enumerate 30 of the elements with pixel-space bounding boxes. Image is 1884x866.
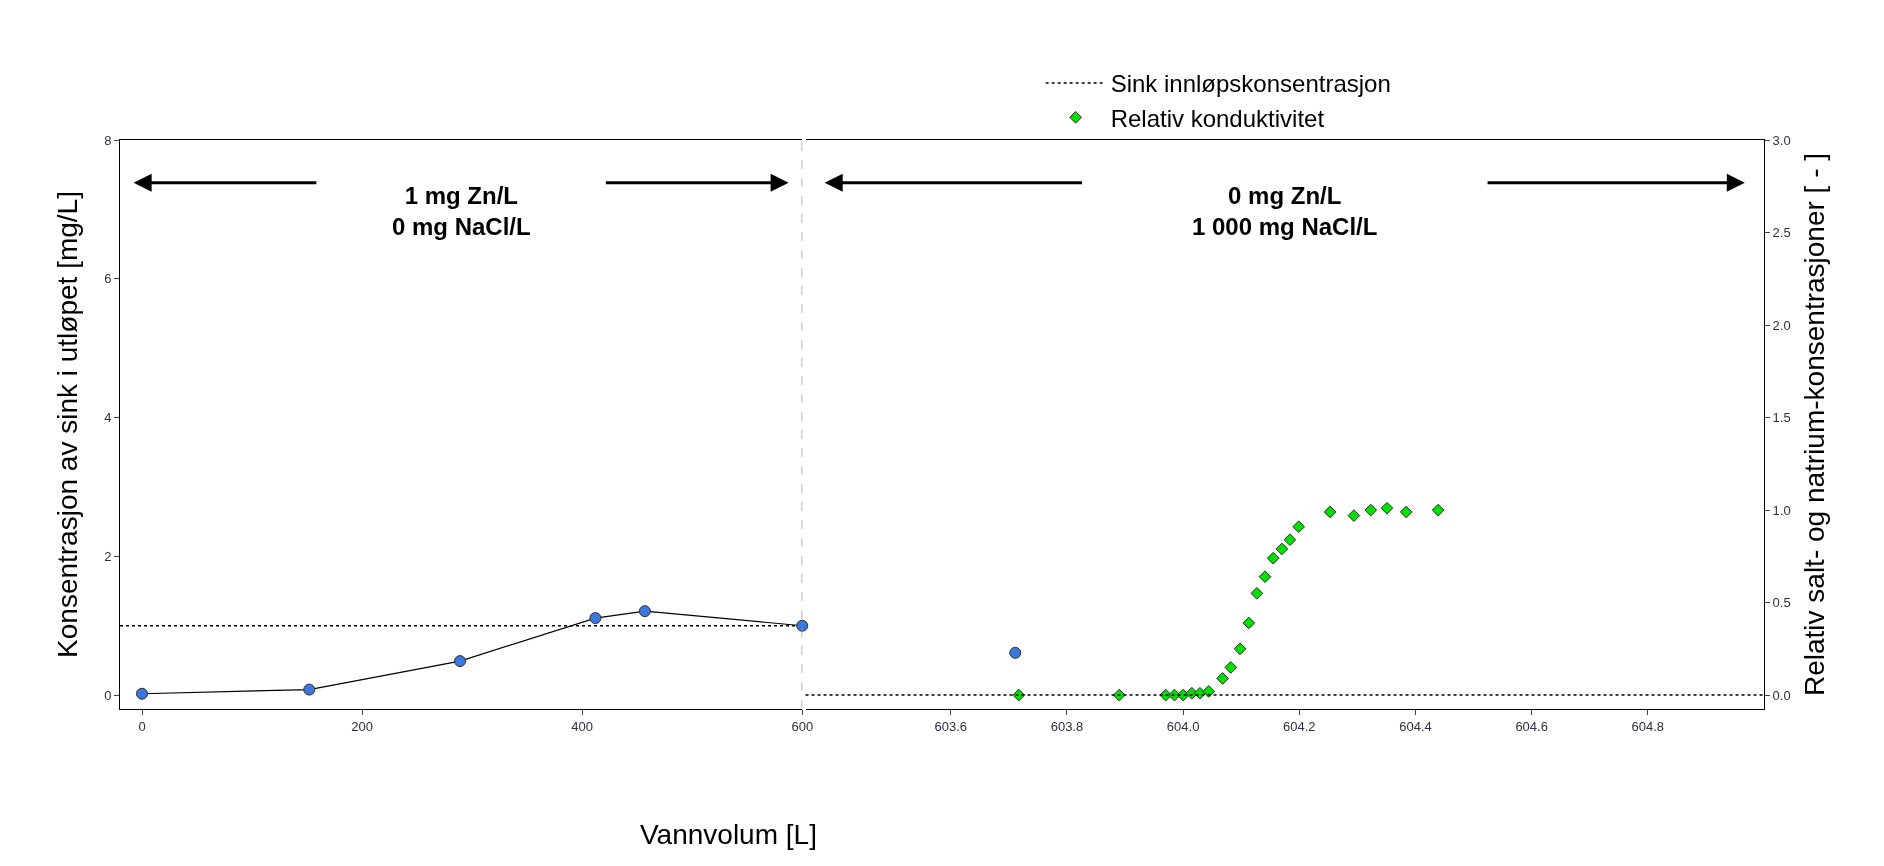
y2-axis-title: Relativ salt- og natrium-konsentrasjoner [ - ] <box>1798 152 1830 697</box>
y-tick-label: 0 <box>104 687 112 703</box>
y-tick-label: 2 <box>104 548 112 564</box>
x-tick-label: 603.6 <box>934 718 968 734</box>
y-tick-label: 4 <box>104 410 112 426</box>
x-tick-label: 604.6 <box>1515 718 1548 734</box>
text: 1.5 <box>1772 410 1791 426</box>
y-tick-label: 6 <box>104 271 112 287</box>
x-axis-title: Vannvolum [L] <box>640 819 817 850</box>
x-tick-label: 604.8 <box>1631 718 1665 734</box>
text: 3.0 <box>1772 132 1791 148</box>
annotation: 0 mg Zn/L 1 000 mg NaCl/L <box>1192 182 1378 241</box>
x-tick-label: 600 <box>791 718 814 734</box>
x-tick-label: 604.0 <box>1166 718 1200 734</box>
y-tick-label: 8 <box>104 132 112 148</box>
x-tick-label: 0 <box>138 718 146 734</box>
y-axis-title: Konsentrasjon av sink i utløpet [mg/L] <box>51 191 83 658</box>
x-tick-label: 200 <box>351 718 373 734</box>
text: 2.0 <box>1772 317 1791 333</box>
x-tick-label: 603.8 <box>1050 718 1084 734</box>
text: 0.5 <box>1772 595 1791 611</box>
x-tick-label: 400 <box>571 718 594 734</box>
text: 1.0 <box>1772 502 1791 518</box>
legend-label: Relativ konduktivitet <box>1110 104 1325 132</box>
text: 0.0 <box>1772 687 1791 703</box>
x-tick-label: 604.2 <box>1283 718 1316 734</box>
x-tick-label: 604.4 <box>1399 718 1432 734</box>
annotation: 1 mg Zn/L 0 mg NaCl/L <box>392 182 531 241</box>
legend-label: Sink innløpskonsentrasjon <box>1110 70 1391 98</box>
text: 2.5 <box>1772 225 1791 241</box>
